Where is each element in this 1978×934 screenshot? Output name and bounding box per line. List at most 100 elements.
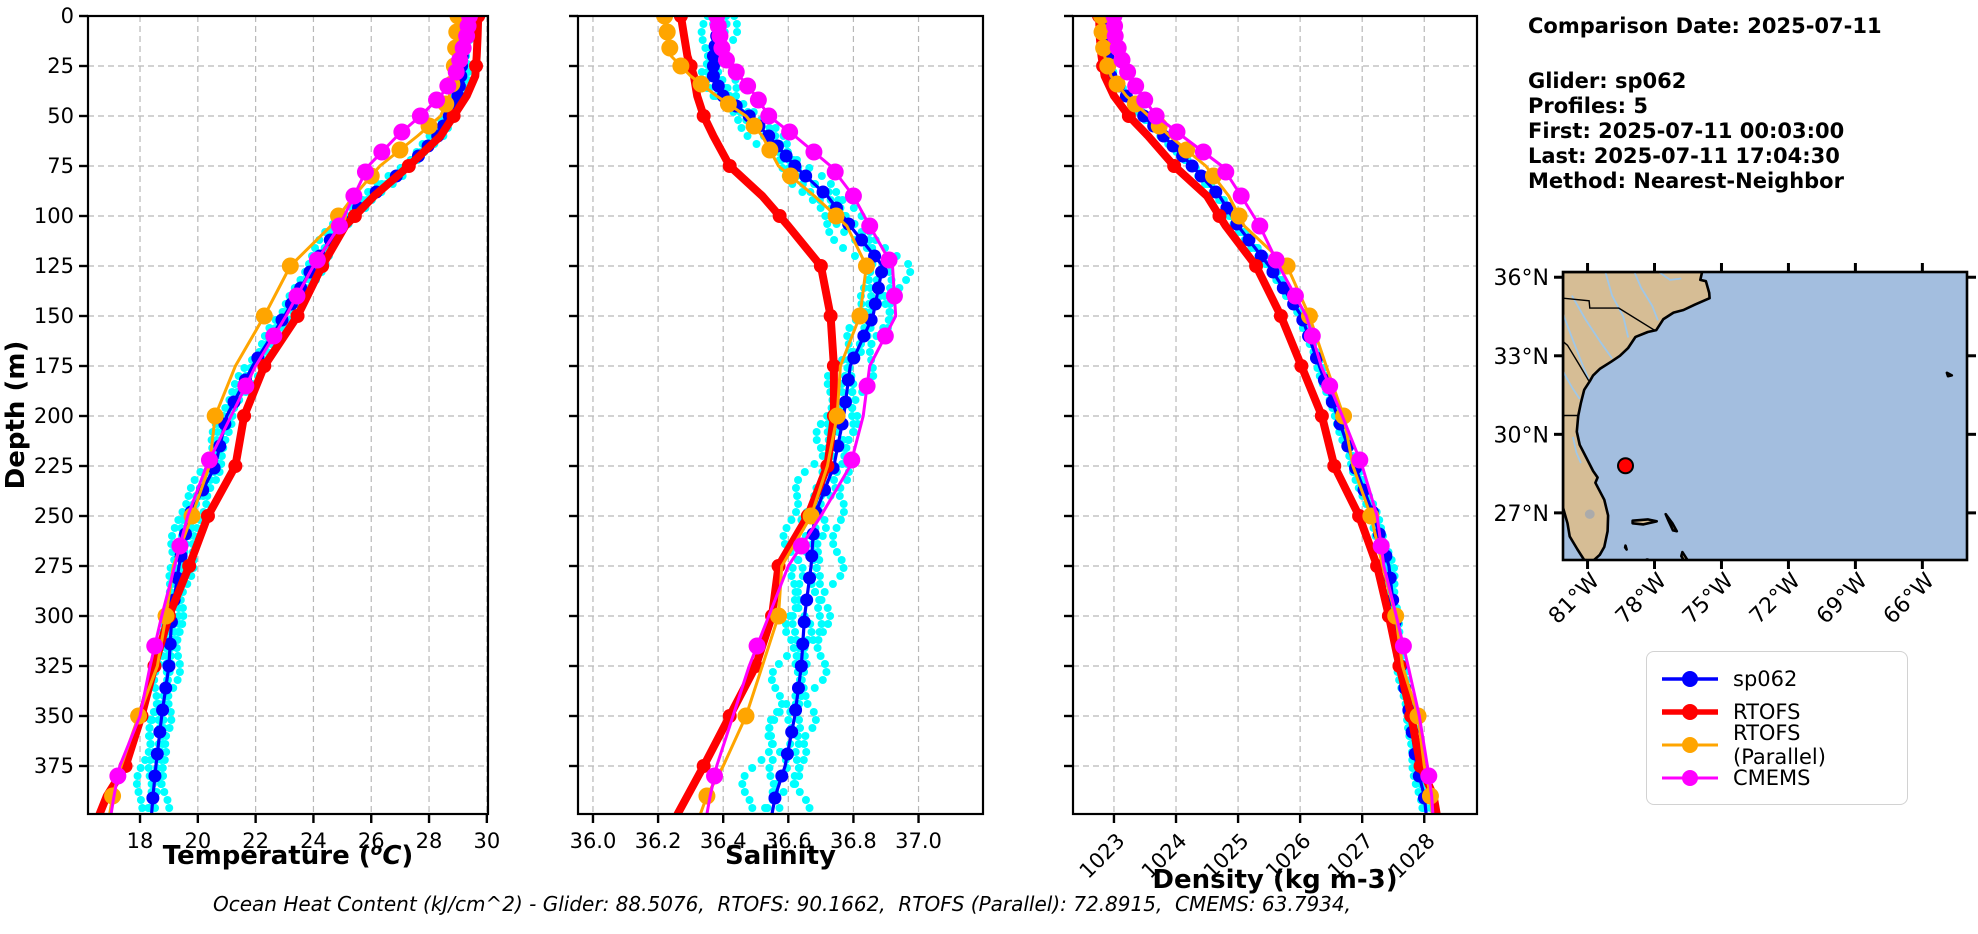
series-marker bbox=[1212, 209, 1227, 223]
x-axis-label: Density (kg m-3) bbox=[1152, 865, 1397, 895]
glider-profile-dot bbox=[765, 764, 774, 772]
glider-profile-dot bbox=[768, 668, 777, 676]
glider-profile-dot bbox=[813, 644, 822, 652]
legend-label: RTOFS bbox=[1733, 699, 1801, 724]
glider-profile-dot bbox=[798, 188, 807, 196]
x-axis-label: Temperature (oC) bbox=[163, 840, 414, 871]
map-land bbox=[1563, 272, 1711, 560]
series-marker bbox=[803, 571, 817, 585]
panel-1: 36.0 36.2 36.4 36.6 36.8 37.0 Salinity bbox=[569, 14, 985, 871]
glider-profile-dot bbox=[748, 804, 757, 812]
glider-profile-dot bbox=[170, 524, 179, 532]
glider-profile-dot bbox=[832, 188, 841, 196]
series-marker bbox=[290, 309, 305, 323]
series-group bbox=[95, 16, 486, 814]
glider-profile-dot bbox=[787, 516, 796, 524]
glider-profile-dot bbox=[820, 588, 829, 596]
glider-profile-dot bbox=[839, 564, 848, 572]
map-river bbox=[1563, 313, 1590, 380]
series-marker bbox=[1273, 309, 1288, 323]
glider-profile-dot bbox=[311, 244, 320, 252]
series-marker bbox=[885, 287, 903, 305]
series-marker bbox=[1266, 265, 1280, 279]
glider-profile-dot bbox=[136, 764, 145, 772]
glider-profile-dot bbox=[822, 668, 831, 676]
series-marker bbox=[791, 681, 805, 695]
series-marker bbox=[761, 141, 779, 159]
series-marker bbox=[706, 767, 724, 785]
glider-profile-dot bbox=[798, 564, 807, 572]
glider-profile-dot bbox=[849, 204, 858, 212]
glider-profile-dot bbox=[740, 772, 749, 780]
x-tick-label: 18 bbox=[127, 829, 154, 853]
series-marker bbox=[1286, 287, 1304, 305]
series-marker bbox=[393, 123, 411, 141]
glider-profile-dot bbox=[792, 756, 801, 764]
map-marker-glider bbox=[1616, 457, 1634, 475]
glider-profile-dot bbox=[824, 620, 833, 628]
map-lon-label: 66°W bbox=[1879, 568, 1940, 629]
series-marker bbox=[308, 251, 326, 269]
glider-profile-dot bbox=[161, 740, 170, 748]
glider-profile-dot bbox=[794, 476, 803, 484]
series-marker bbox=[858, 377, 876, 395]
y-tick-label: 0 bbox=[61, 4, 74, 28]
series-marker bbox=[816, 185, 830, 199]
series-marker bbox=[373, 143, 391, 161]
glider-profile-dot bbox=[791, 484, 800, 492]
glider-profile-dot bbox=[782, 652, 791, 660]
series-marker bbox=[255, 307, 273, 325]
series-marker bbox=[851, 307, 869, 325]
series-marker bbox=[1321, 377, 1339, 395]
glider-profile-dot bbox=[158, 764, 167, 772]
glider-profile-dot bbox=[148, 716, 157, 724]
series-marker bbox=[345, 187, 363, 205]
series-marker bbox=[719, 95, 737, 113]
series-marker bbox=[401, 159, 416, 173]
map-lat-label: 33°N bbox=[1494, 345, 1549, 370]
map-river bbox=[1572, 436, 1582, 464]
series-marker bbox=[1168, 123, 1186, 141]
glider-profile-dot bbox=[787, 636, 796, 644]
series-marker bbox=[153, 725, 167, 739]
glider-profile-dot bbox=[794, 500, 803, 508]
series-marker bbox=[1303, 327, 1321, 345]
glider-profile-dot bbox=[775, 708, 784, 716]
map-river bbox=[1604, 272, 1630, 338]
legend-swatch-2 bbox=[1662, 736, 1718, 753]
series-marker bbox=[1232, 187, 1250, 205]
glider-profile-dot bbox=[791, 780, 800, 788]
series-marker bbox=[739, 77, 757, 95]
map-river bbox=[1563, 371, 1581, 400]
series-marker bbox=[857, 329, 871, 343]
series-marker bbox=[1119, 63, 1137, 81]
x-tick-label: 20 bbox=[184, 829, 211, 853]
glider-profile-dot bbox=[782, 628, 791, 636]
glider-profile-dot bbox=[133, 772, 142, 780]
glider-profile-dot bbox=[793, 652, 802, 660]
series-marker bbox=[779, 149, 793, 163]
series-marker bbox=[875, 265, 889, 279]
x-tick-label: 30 bbox=[473, 829, 500, 853]
series-marker bbox=[844, 187, 862, 205]
series-marker bbox=[823, 309, 838, 323]
glider-profile-dot bbox=[816, 652, 825, 660]
glider-profile-dot bbox=[849, 428, 858, 436]
series-marker bbox=[717, 51, 735, 69]
glider-profile-dot bbox=[764, 748, 773, 756]
glider-profile-dot bbox=[839, 244, 848, 252]
glider-profile-dot bbox=[138, 804, 147, 812]
glider-profile-dot bbox=[160, 756, 169, 764]
glider-profile-dot bbox=[697, 28, 706, 36]
glider-profile-dot bbox=[240, 364, 249, 372]
map-lat-label: 27°N bbox=[1494, 502, 1549, 527]
series-marker bbox=[148, 769, 162, 783]
series-line-RTOFS bbox=[1095, 16, 1441, 814]
series-marker bbox=[692, 75, 710, 93]
glider-profile-dot bbox=[767, 676, 776, 684]
glider-profile-dot bbox=[851, 396, 860, 404]
glider-profile-dot bbox=[145, 724, 154, 732]
series-marker bbox=[749, 91, 767, 109]
glider-profile-dot bbox=[811, 588, 820, 596]
glider-profile-dot bbox=[826, 180, 835, 188]
